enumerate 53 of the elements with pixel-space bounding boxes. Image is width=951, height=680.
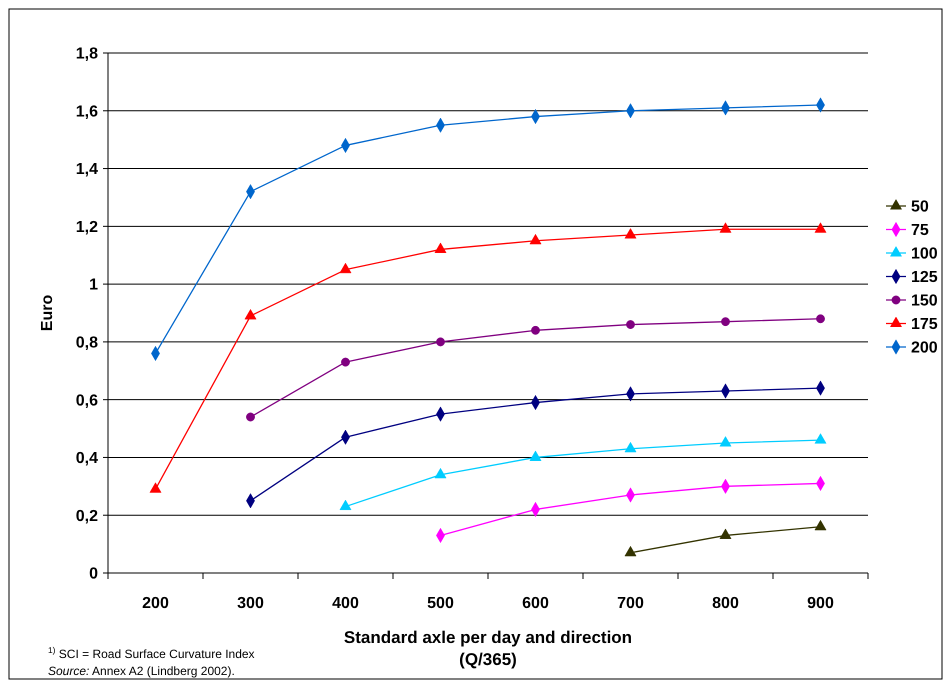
x-tick-label: 600 (522, 595, 549, 612)
y-tick-label: 1,6 (76, 103, 98, 120)
legend-label: 150 (911, 292, 938, 310)
y-tick-label: 1,4 (76, 161, 98, 178)
y-tick-label: 1 (89, 276, 98, 294)
legend-label: 100 (911, 246, 938, 263)
source-note: Source: Annex A2 (Lindberg 2002). (48, 664, 235, 678)
legend-label: 200 (911, 340, 938, 357)
x-tick-label: 900 (807, 595, 834, 612)
y-tick-label: 0,2 (76, 508, 98, 525)
legend-label: 75 (911, 222, 929, 240)
text: $^{1)}$ SCI = Road Surface Curvature Index (48, 645, 255, 661)
y-axis-title: Euro (39, 294, 56, 332)
point (624, 546, 636, 556)
point (150, 482, 162, 493)
y-tick-label: 0 (89, 566, 98, 583)
y-tick-label: 0,4 (76, 450, 98, 468)
point (720, 436, 732, 447)
point (244, 309, 256, 320)
y-tick-label: 1,8 (76, 46, 98, 63)
point (814, 520, 826, 530)
y-tick-label: 0,6 (76, 392, 98, 410)
point (624, 228, 636, 239)
x-tick-label: 700 (617, 595, 644, 612)
x-tick-label: 400 (332, 595, 359, 612)
point (814, 433, 826, 444)
point (721, 317, 730, 326)
x-tick-label: 800 (712, 595, 739, 612)
point (814, 222, 826, 233)
point (624, 442, 636, 452)
point (530, 450, 542, 461)
y-tick-label: 0,8 (76, 334, 98, 352)
point (720, 528, 732, 539)
point (434, 242, 446, 253)
x-tick-label: 200 (142, 595, 169, 612)
point (246, 412, 255, 422)
x-tick-label: 300 (237, 595, 264, 612)
point (531, 326, 540, 335)
point (436, 337, 445, 346)
legend-label: 175 (911, 316, 938, 334)
x-tick-label: 500 (427, 595, 454, 612)
point (341, 358, 350, 367)
legend-label: 50 (911, 198, 929, 216)
legend-label: 125 (911, 269, 938, 286)
y-tick-label: 1,2 (76, 218, 98, 236)
point (720, 222, 732, 233)
point (340, 500, 352, 510)
x-axis-title: Standard axle per day and direction (Q/365) (344, 628, 632, 669)
point (816, 314, 825, 324)
point (626, 320, 635, 329)
point (340, 262, 352, 274)
point (434, 468, 446, 478)
point (530, 234, 542, 244)
